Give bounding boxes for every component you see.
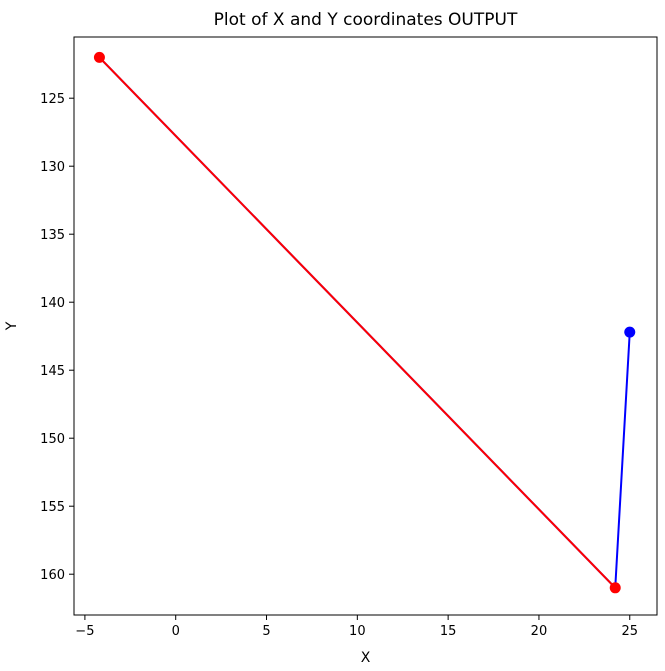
y-tick-label: 140	[40, 296, 65, 311]
y-axis-label: Y	[4, 321, 20, 331]
y-tick-label: 145	[40, 364, 65, 379]
y-tick-label: 130	[40, 160, 65, 175]
x-tick-label: 25	[621, 624, 638, 639]
x-tick-label: 5	[262, 624, 270, 639]
axes: −5 0 5 10 15 20 25 125 130 135 140 145 150 155 160	[40, 92, 638, 639]
chart-title: Plot of X and Y coordinates OUTPUT	[214, 10, 518, 30]
x-tick-label: 20	[531, 624, 548, 639]
x-tick-label: 0	[172, 624, 180, 639]
y-tick-label: 125	[40, 92, 65, 107]
y-tick-label: 155	[40, 500, 65, 515]
y-tick-label: 150	[40, 432, 65, 447]
series-line-0	[98, 56, 631, 589]
y-tick-label: 160	[40, 568, 65, 583]
data-point	[609, 582, 621, 594]
x-axis-label: X	[361, 650, 371, 666]
data-point	[93, 51, 105, 63]
plot-data	[93, 51, 636, 594]
plot-frame	[73, 36, 658, 616]
x-tick-label: −5	[75, 624, 94, 639]
series-line-1	[98, 56, 616, 589]
data-point	[624, 326, 636, 338]
x-tick-label: 15	[440, 624, 457, 639]
y-tick-label: 135	[40, 228, 65, 243]
x-tick-label: 10	[349, 624, 366, 639]
